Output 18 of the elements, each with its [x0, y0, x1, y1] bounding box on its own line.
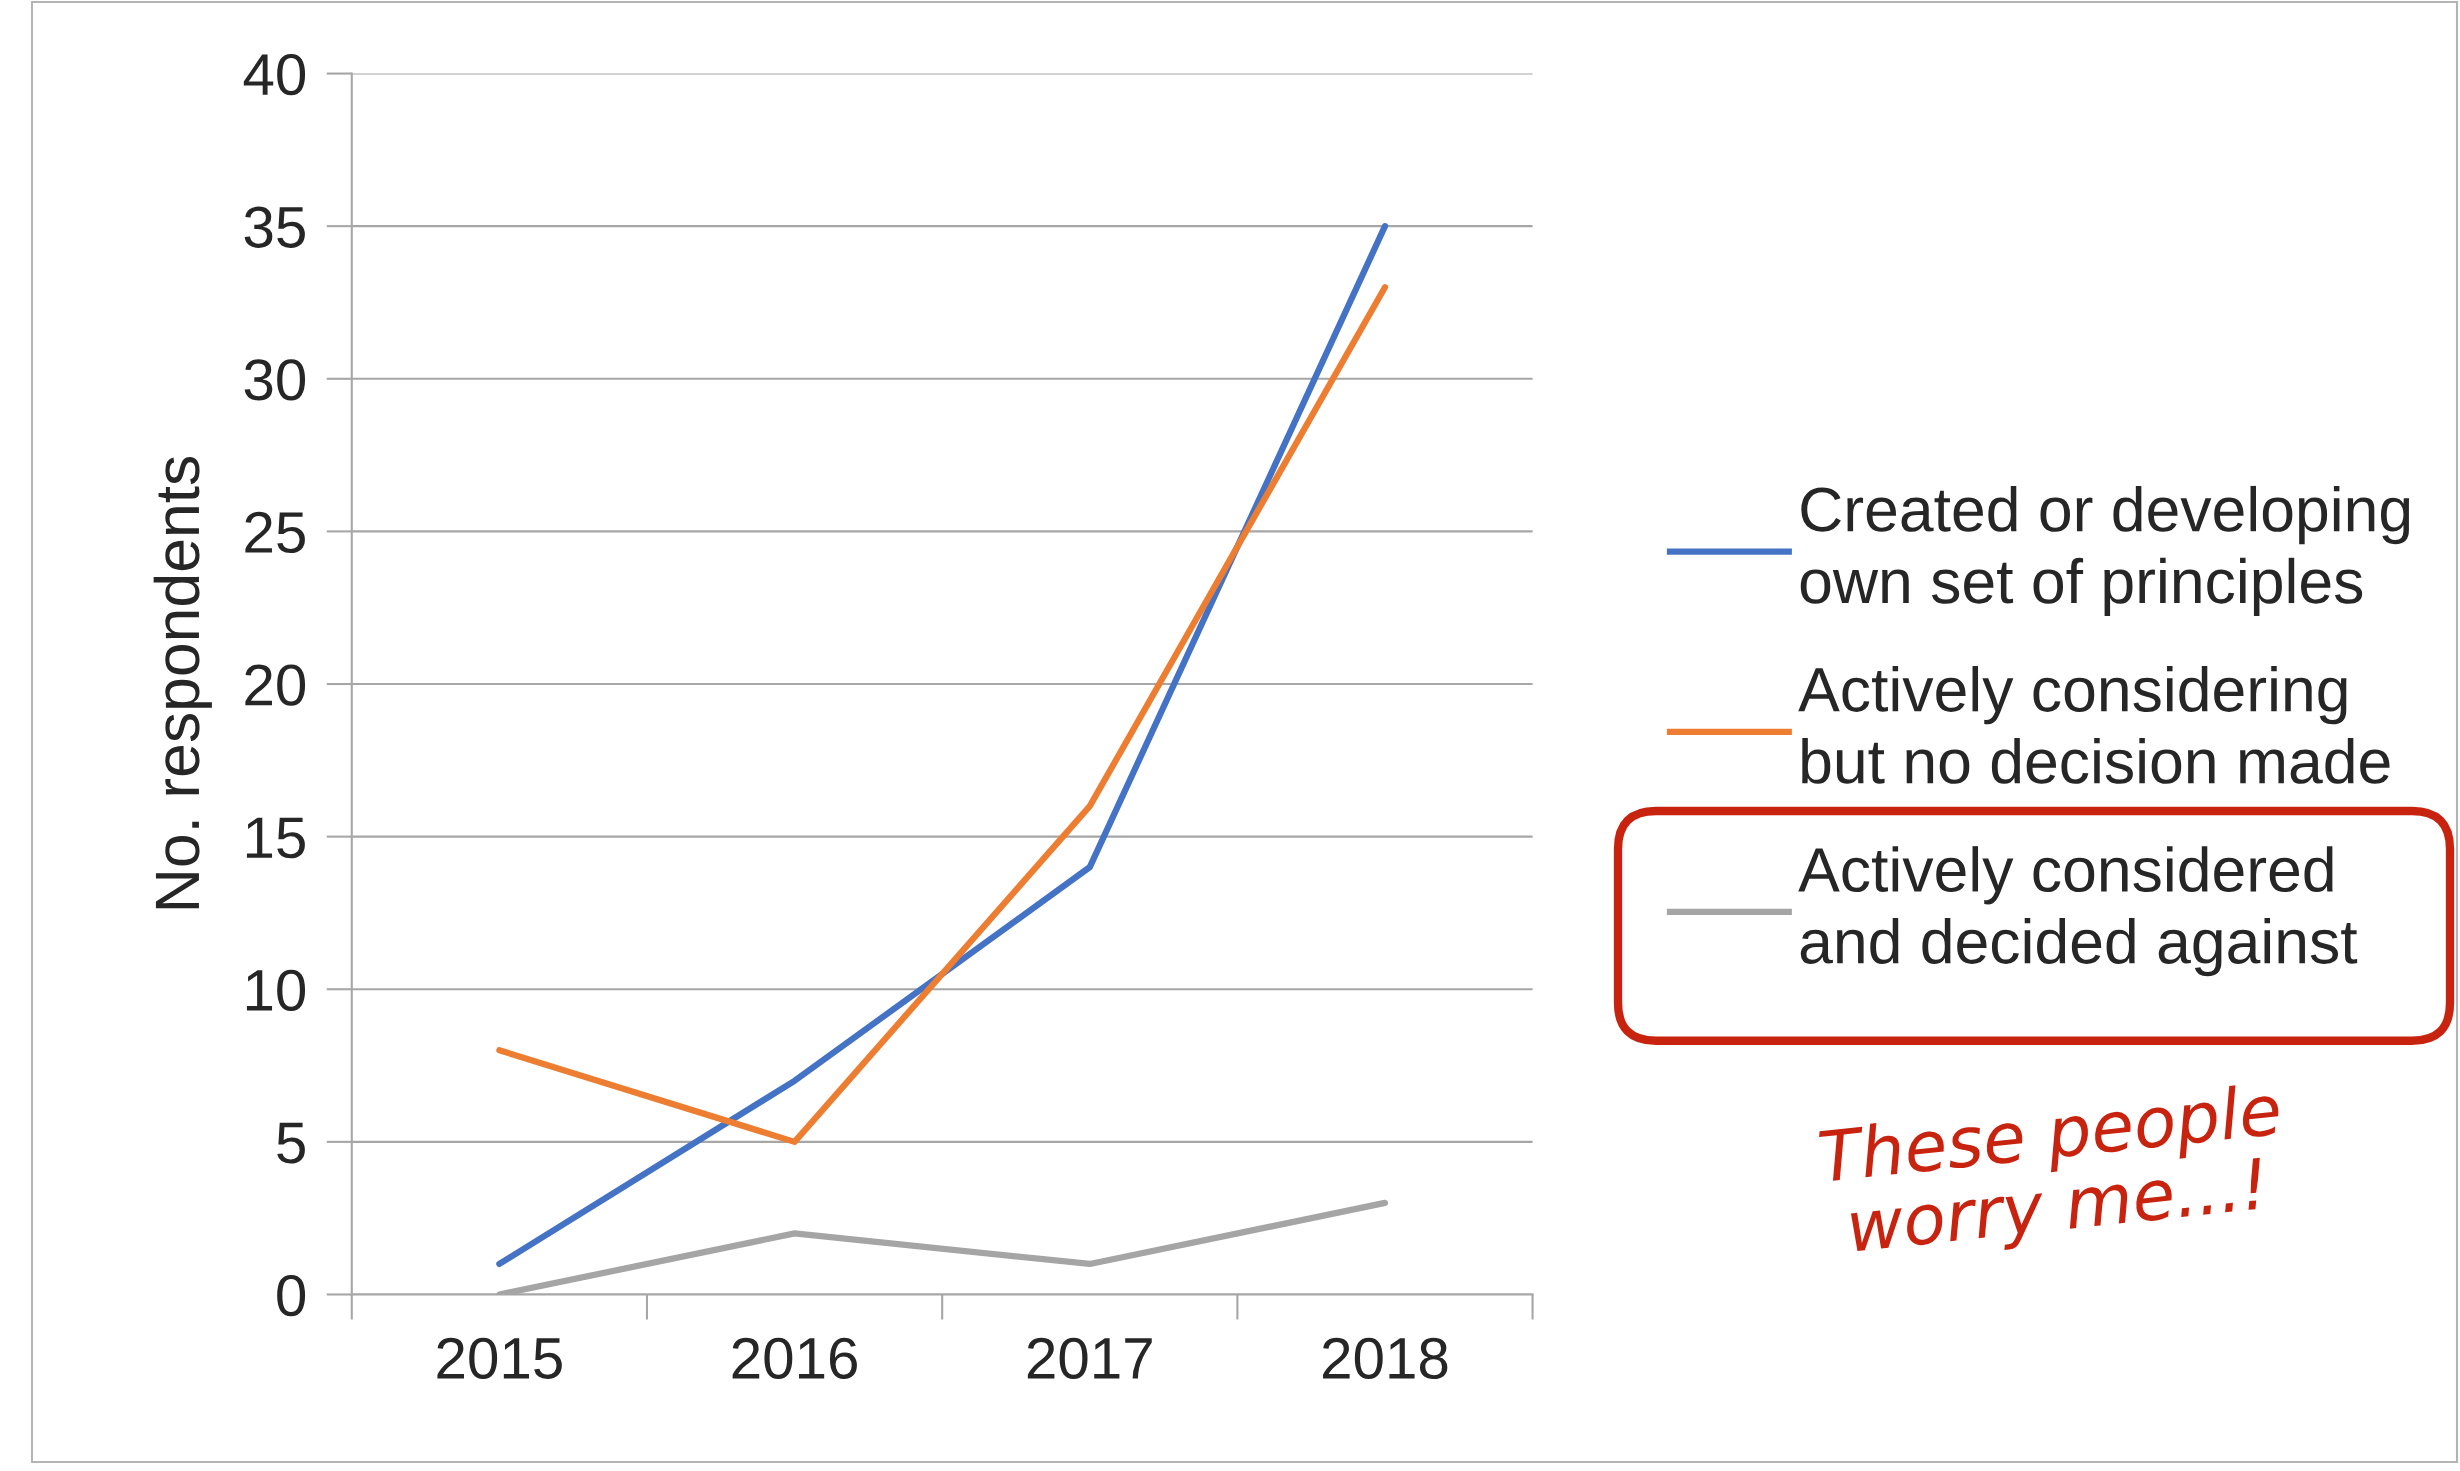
x-tick-label: 2018 — [1323, 1337, 1448, 1379]
y-tick-label: 25 — [245, 511, 305, 554]
y-tick-label: 40 — [243, 53, 306, 96]
y-axis-title: No. respondents — [153, 456, 212, 909]
y-tick-label: 15 — [246, 817, 305, 859]
y-tick-label: 30 — [244, 359, 306, 401]
text: These people worry me...! — [1818, 1081, 2283, 1266]
y-tick-label: 20 — [245, 664, 306, 706]
y-tick-label: 35 — [244, 206, 305, 248]
y-tick-label: 0 — [277, 1274, 306, 1317]
x-tick-label: 2016 — [732, 1337, 857, 1379]
legend-label: Actively considering but no decision made — [1798, 666, 2390, 784]
x-tick-label: 2017 — [1027, 1337, 1152, 1379]
legend-label: Actively considered and decided against — [1798, 846, 2358, 977]
y-tick-label: 10 — [246, 969, 306, 1011]
legend-label: Created or developing own set of principles — [1800, 485, 2410, 617]
x-tick-label: 2015 — [437, 1337, 562, 1379]
y-tick-label: 5 — [277, 1122, 305, 1164]
